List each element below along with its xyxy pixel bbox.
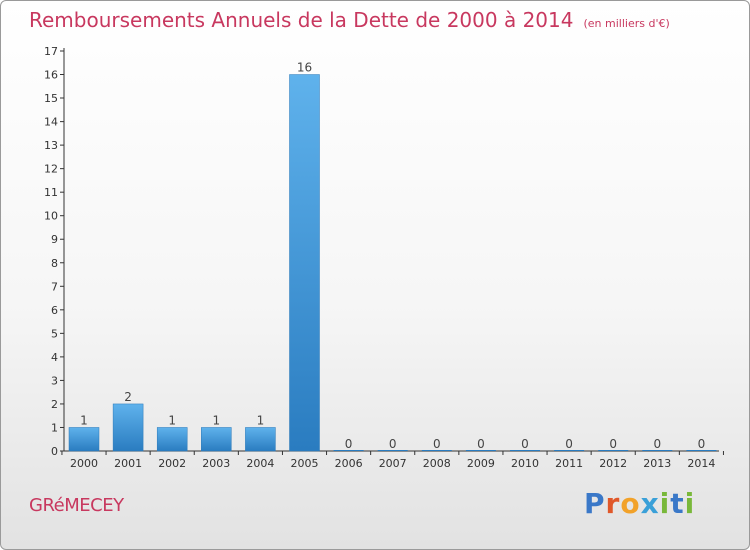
bar xyxy=(68,427,100,452)
data-label: 0 xyxy=(477,437,485,451)
y-tick-label: 13 xyxy=(44,139,58,152)
logo-letter: t xyxy=(670,487,685,520)
x-tick-label: 2002 xyxy=(158,457,186,470)
bar xyxy=(156,427,188,452)
y-tick-label: 7 xyxy=(51,280,58,293)
data-label: 2 xyxy=(124,390,132,404)
commune-name: GRéMECEY xyxy=(29,495,124,516)
x-tick-label: 2003 xyxy=(202,457,230,470)
y-tick-label: 2 xyxy=(51,398,58,411)
y-tick-label: 9 xyxy=(51,233,58,246)
y-tick-label: 17 xyxy=(44,45,58,58)
y-tick-label: 12 xyxy=(44,163,58,176)
logo-letter: o xyxy=(620,487,641,520)
chart-title: Remboursements Annuels de la Dette de 20… xyxy=(29,8,670,32)
data-label: 0 xyxy=(609,437,617,451)
y-tick-label: 4 xyxy=(51,351,58,364)
logo-letter: r xyxy=(605,487,621,520)
bar xyxy=(245,427,276,452)
y-tick-label: 11 xyxy=(44,186,58,199)
x-tick-label: 2008 xyxy=(423,457,451,470)
x-tick-label: 2010 xyxy=(511,457,539,470)
x-tick-label: 2001 xyxy=(114,457,142,470)
logo-letter: i xyxy=(684,487,696,520)
data-label: 0 xyxy=(433,437,441,451)
x-tick-label: 2000 xyxy=(70,457,98,470)
data-label: 16 xyxy=(297,61,312,75)
logo-letter: x xyxy=(640,487,660,520)
logo-letter: P xyxy=(584,487,606,520)
x-tick-label: 2011 xyxy=(555,457,583,470)
data-label: 1 xyxy=(257,413,265,427)
bar xyxy=(289,74,320,452)
x-tick-label: 2009 xyxy=(467,457,495,470)
x-tick-label: 2004 xyxy=(246,457,274,470)
data-label: 0 xyxy=(389,437,397,451)
x-tick-label: 2012 xyxy=(599,457,627,470)
data-label: 1 xyxy=(168,413,176,427)
x-tick-label: 2005 xyxy=(291,457,319,470)
data-label: 0 xyxy=(698,437,706,451)
proxiti-logo: Proxiti xyxy=(584,487,695,520)
data-label: 0 xyxy=(653,437,661,451)
y-tick-label: 10 xyxy=(44,210,58,223)
bar xyxy=(112,403,144,452)
x-tick-label: 2006 xyxy=(335,457,363,470)
data-label: 0 xyxy=(521,437,529,451)
x-tick-label: 2013 xyxy=(643,457,671,470)
chart-title-text: Remboursements Annuels de la Dette de 20… xyxy=(29,8,574,32)
data-label: 0 xyxy=(345,437,353,451)
y-tick-label: 1 xyxy=(51,421,58,434)
chart-bars xyxy=(68,74,717,452)
x-tick-label: 2014 xyxy=(687,457,715,470)
y-tick-label: 8 xyxy=(51,257,58,270)
data-label: 1 xyxy=(212,413,220,427)
data-label: 0 xyxy=(565,437,573,451)
y-tick-label: 15 xyxy=(44,92,58,105)
y-tick-label: 5 xyxy=(51,327,58,340)
chart-data-labels: 1 2 1 1 1 16 0 0 0 0 0 0 0 0 0 xyxy=(80,61,705,451)
data-label: 1 xyxy=(80,413,88,427)
y-tick-label: 16 xyxy=(44,69,58,82)
bar xyxy=(201,427,232,452)
y-tick-label: 6 xyxy=(51,304,58,317)
y-tick-label: 14 xyxy=(44,116,58,129)
y-tick-label: 0 xyxy=(51,445,58,458)
y-tick-label: 3 xyxy=(51,374,58,387)
x-tick-label: 2007 xyxy=(379,457,407,470)
chart-unit: (en milliers d'€) xyxy=(583,17,670,30)
logo-letter: i xyxy=(659,487,671,520)
